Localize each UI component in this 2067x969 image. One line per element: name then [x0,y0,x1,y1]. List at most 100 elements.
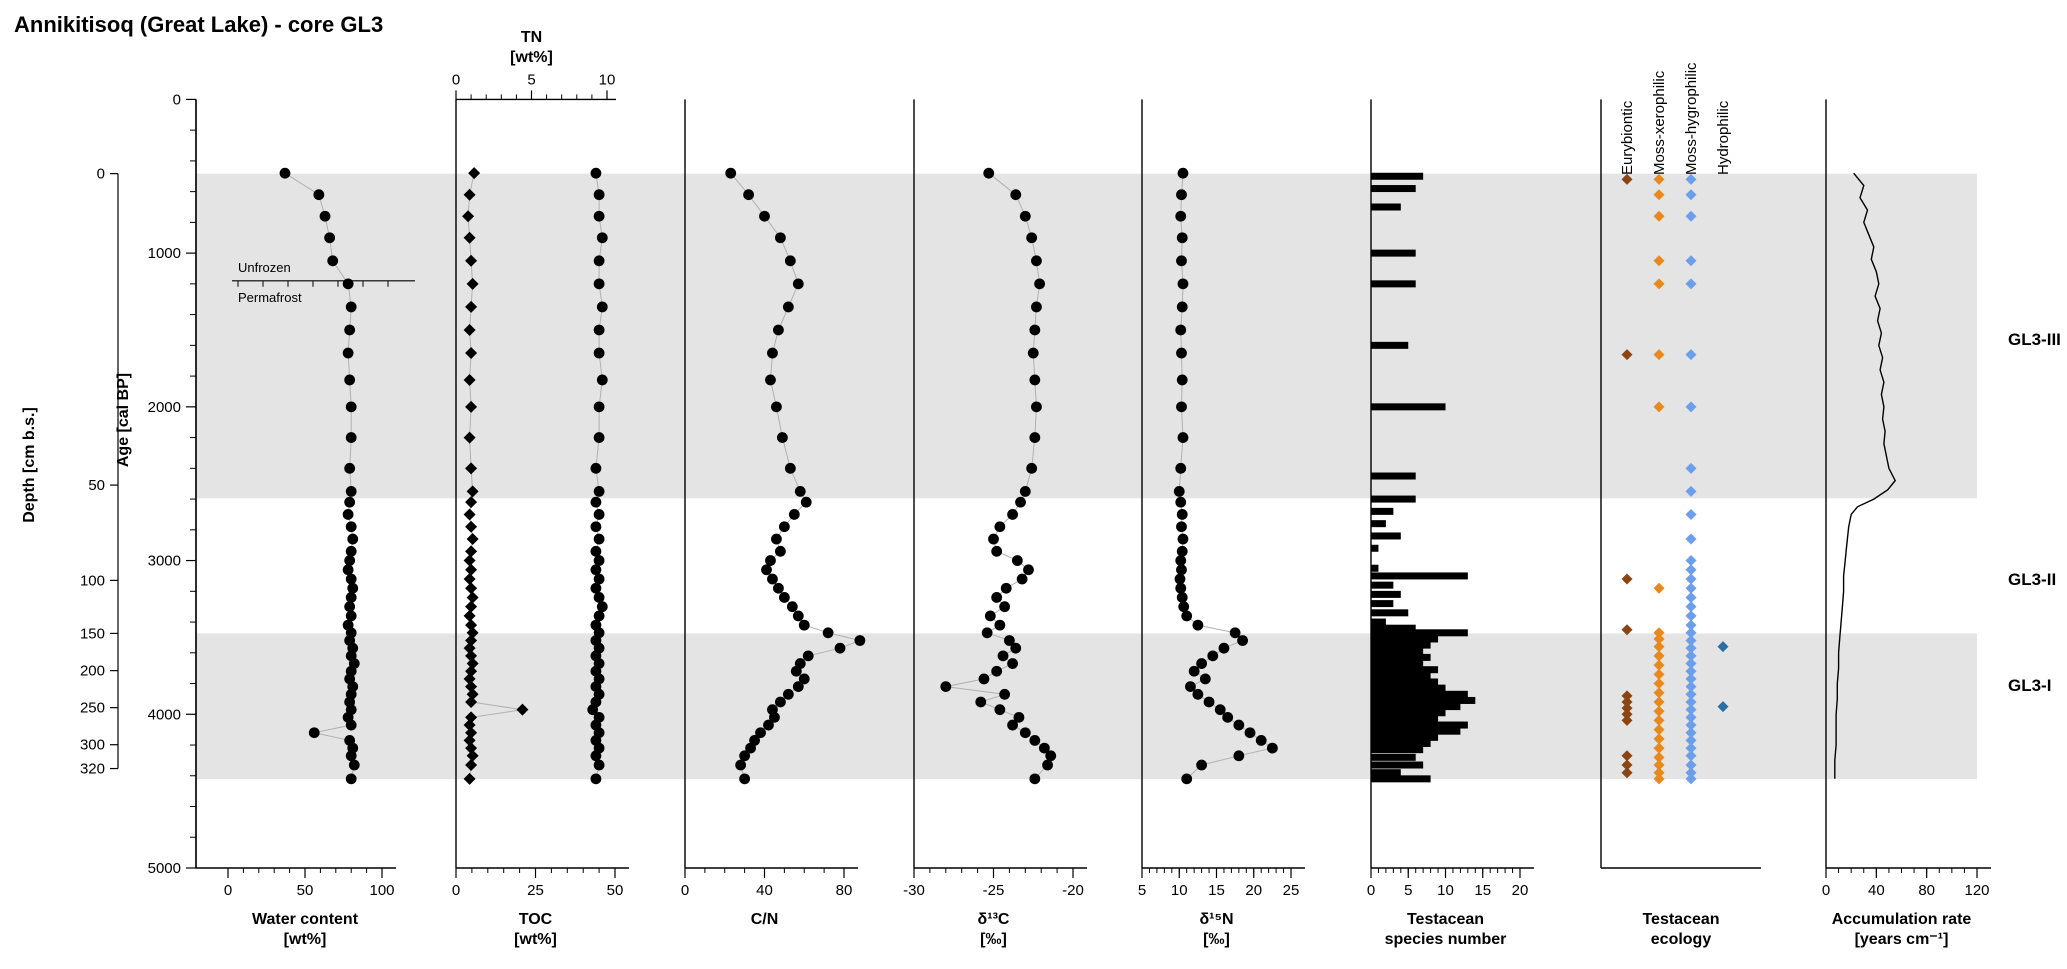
svg-text:300: 300 [80,737,105,754]
svg-text:100: 100 [369,882,394,899]
zone-bands [196,173,1977,780]
svg-text:50: 50 [607,882,624,899]
ecology-group-1 [1621,173,1633,779]
svg-text:120: 120 [1964,882,1989,899]
svg-text:10: 10 [599,71,616,88]
data-series [279,167,360,785]
svg-text:20: 20 [1512,882,1529,899]
species-bars [1371,172,1476,783]
svg-text:15: 15 [1474,882,1491,899]
permafrost-label: Permafrost [238,290,302,305]
svg-text:0: 0 [1822,882,1830,899]
age-axis-label: Age [cal BP] [115,373,132,467]
ecology-group-label: Moss-xerophilic [1651,70,1668,175]
zone-label: GL3-I [2008,676,2051,695]
ecology-group-label: Hydrophilic [1715,100,1732,175]
x-axis-label: Water content [252,911,359,928]
svg-text:1000: 1000 [148,245,181,262]
svg-text:15: 15 [1208,882,1225,899]
panel-cn: 0 40 80 C/N [681,99,866,928]
ecology-group-3 [1685,173,1697,785]
svg-text:5: 5 [527,71,535,88]
data-series [940,167,1057,785]
panel-species: 0 5 10 15 20 Testacean species number [1367,99,1534,948]
x-axis-unit: [wt%] [284,931,327,948]
svg-text:-25: -25 [983,882,1005,899]
svg-text:0: 0 [173,91,181,108]
permafrost-boundary: Unfrozen Permafrost [232,260,415,305]
x-axis-unit: [‰] [980,931,1007,948]
svg-text:80: 80 [836,882,853,899]
svg-text:25: 25 [527,882,544,899]
svg-text:0: 0 [224,882,232,899]
svg-text:250: 250 [80,700,105,717]
ecology-group-4 [1717,641,1729,713]
svg-text:150: 150 [80,625,105,642]
x-axis-unit: [wt%] [514,931,557,948]
svg-text:0: 0 [97,166,105,183]
age-axis: 0 1000 2000 3000 4000 5000 Age [cal BP] [115,91,197,877]
svg-text:320: 320 [80,761,105,778]
svg-text:40: 40 [1868,882,1885,899]
panel-d15n: 5 10 15 20 25 δ¹⁵N [‰] [1138,99,1305,948]
zone-label: GL3-II [2008,570,2056,589]
svg-text:25: 25 [1283,882,1300,899]
svg-text:4000: 4000 [148,706,181,723]
x-axis-unit: species number [1385,931,1507,948]
panel-ecology: Testacean ecology [1600,99,1761,948]
svg-text:0: 0 [452,882,460,899]
svg-text:10: 10 [1171,882,1188,899]
x-axis-unit: [years cm⁻¹] [1855,931,1949,948]
ecology-group-2 [1653,173,1665,785]
unfrozen-label: Unfrozen [238,260,291,275]
top-axis-label: TN [521,29,542,46]
data-series [1173,167,1278,785]
data-series [587,167,608,785]
svg-text:3000: 3000 [148,553,181,570]
svg-text:0: 0 [452,71,460,88]
panel-water: 0 50 100 Water content [wt%] [195,99,396,948]
x-axis-unit: [‰] [1203,931,1230,948]
svg-text:100: 100 [80,572,105,589]
x-axis-unit: ecology [1651,931,1712,948]
svg-text:0: 0 [681,882,689,899]
x-axis-label: Testacean [1407,911,1484,928]
svg-text:0: 0 [1367,882,1375,899]
x-axis-label: δ¹⁵N [1199,911,1233,928]
svg-text:200: 200 [80,663,105,680]
zone-label: GL3-III [2008,330,2061,349]
ecology-group-label: Moss-hygrophilic [1683,62,1700,175]
svg-text:80: 80 [1918,882,1935,899]
accumulation-line [1834,172,1897,779]
panel-toc_tn: 0 25 50 TOC [wt%] 0 5 10 TN [wt%] [452,29,629,948]
depth-axis: 0 50 100 150 200 250 300 320 Depth [cm b.s.] [21,166,119,778]
data-series [462,167,529,785]
svg-text:5: 5 [1138,882,1146,899]
depth-axis-label: Depth [cm b.s.] [21,407,38,523]
svg-text:-30: -30 [903,882,925,899]
zone-band [196,633,1977,780]
svg-text:40: 40 [756,882,773,899]
x-axis-label: Accumulation rate [1832,911,1972,928]
x-axis-label: Testacean [1642,911,1719,928]
svg-text:50: 50 [297,882,314,899]
panel-d13c: -30 -25 -20 δ¹³C [‰] [903,99,1087,948]
svg-text:5000: 5000 [148,860,181,877]
data-series [725,167,866,785]
x-axis-label: C/N [751,911,779,928]
svg-text:20: 20 [1245,882,1262,899]
zone-labels: GL3-III GL3-II GL3-I [2008,330,2061,695]
x-axis-label: TOC [519,911,553,928]
panel-accum: 0 40 80 120 Accumulation rate [years cm⁻¹] [1822,99,1991,948]
svg-text:2000: 2000 [148,399,181,416]
ecology-group-label: Eurybiontic [1619,100,1636,175]
svg-text:50: 50 [88,477,105,494]
figure-title: Annikitisoq (Great Lake) - core GL3 [14,12,384,37]
zone-band [196,173,1977,499]
svg-text:-20: -20 [1062,882,1084,899]
svg-text:10: 10 [1437,882,1454,899]
svg-text:5: 5 [1404,882,1412,899]
x-axis-label: δ¹³C [978,911,1010,928]
